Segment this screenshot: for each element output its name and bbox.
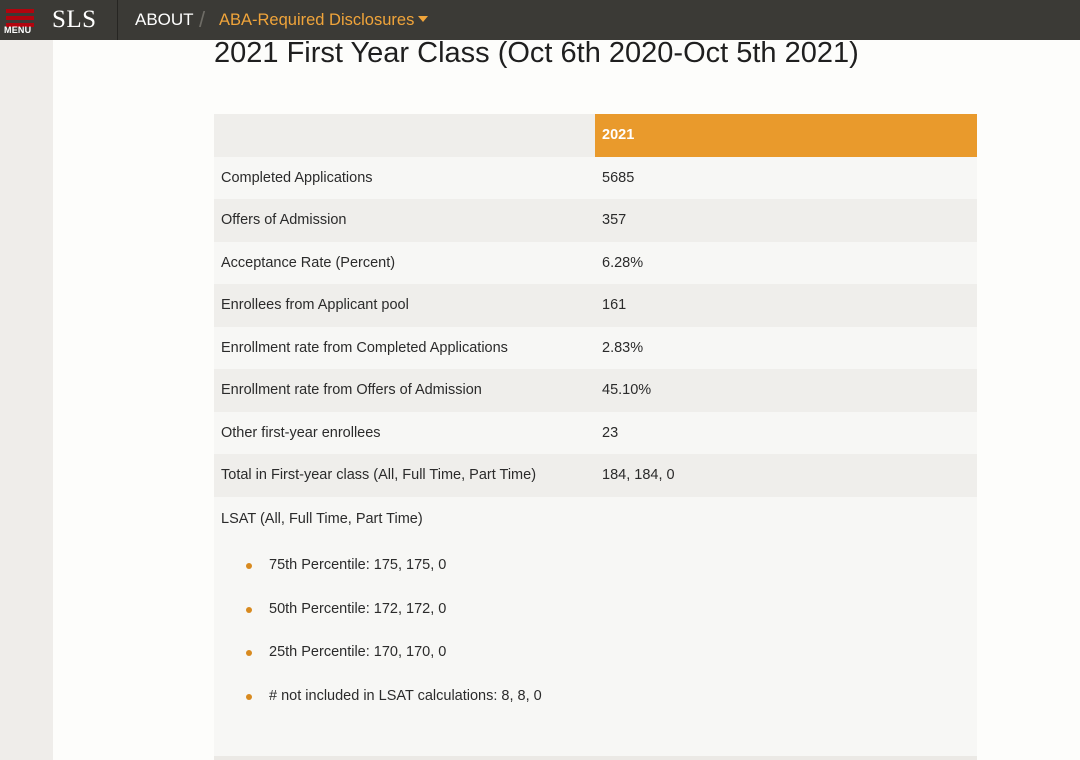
- lsat-item-text: 50th Percentile: 172, 172, 0: [269, 600, 447, 617]
- hamburger-icon: [6, 9, 34, 30]
- lsat-list: 75th Percentile: 175, 175, 0 50th Percen…: [244, 557, 542, 731]
- row-value: 45.10%: [602, 382, 652, 399]
- table-row: Offers of Admission 357: [214, 199, 977, 242]
- row-label: Other first-year enrollees: [221, 424, 381, 441]
- list-item: # not included in LSAT calculations: 8, …: [244, 688, 542, 732]
- list-item: 25th Percentile: 170, 170, 0: [244, 644, 542, 688]
- bullet-dot-icon: [246, 563, 252, 569]
- lsat-section: LSAT (All, Full Time, Part Time) 75th Pe…: [214, 497, 977, 760]
- table-header-cell: [214, 114, 595, 157]
- row-value: 2.83%: [602, 339, 644, 356]
- list-item: 50th Percentile: 172, 172, 0: [244, 601, 542, 645]
- lsat-label: LSAT (All, Full Time, Part Time): [221, 511, 423, 527]
- row-value: 23: [602, 424, 619, 441]
- row-value: 184, 184, 0: [602, 467, 675, 484]
- breadcrumb-separator: /: [199, 7, 206, 32]
- row-label: Enrollment rate from Completed Applicati…: [221, 339, 508, 356]
- menu-button[interactable]: MENU: [0, 0, 42, 40]
- table-bottom-divider: [214, 756, 977, 760]
- row-label: Completed Applications: [221, 169, 373, 186]
- table-row: Total in First-year class (All, Full Tim…: [214, 454, 977, 497]
- breadcrumb-current-dropdown[interactable]: ABA-Required Disclosures: [219, 11, 429, 30]
- table-row: Completed Applications 5685: [214, 156, 977, 199]
- row-label: Offers of Admission: [221, 212, 347, 229]
- row-label: Enrollees from Applicant pool: [221, 297, 409, 314]
- table-header-row: 2021: [214, 114, 977, 157]
- page-title: 2021 First Year Class (Oct 6th 2020-Oct …: [214, 37, 859, 69]
- bullet-dot-icon: [246, 606, 252, 613]
- lsat-item-text: 75th Percentile: 175, 175, 0: [269, 557, 447, 573]
- lsat-item-text: 25th Percentile: 170, 170, 0: [269, 644, 447, 660]
- row-value: 5685: [602, 169, 635, 186]
- caret-down-icon: [418, 16, 429, 22]
- row-label: Enrollment rate from Offers of Admission: [221, 382, 482, 399]
- row-label: Acceptance Rate (Percent): [221, 254, 396, 271]
- lsat-item-text: # not included in LSAT calculations: 8, …: [269, 687, 542, 704]
- table-row: Enrollees from Applicant pool 161: [214, 284, 977, 327]
- breadcrumb-about-link[interactable]: ABOUT: [135, 10, 194, 29]
- logo-divider: [117, 0, 118, 40]
- top-navigation-bar: MENU SLS ABOUT / ABA-Required Disclosure…: [0, 0, 1080, 40]
- table-row: Other first-year enrollees 23: [214, 411, 977, 454]
- admissions-table: 2021 Completed Applications 5685 Offers …: [214, 114, 977, 497]
- row-value: 161: [602, 297, 627, 314]
- row-value: 357: [602, 212, 627, 229]
- row-value: 6.28%: [602, 254, 644, 271]
- table-row: Enrollment rate from Offers of Admission…: [214, 369, 977, 412]
- bullet-dot-icon: [246, 693, 252, 700]
- left-gutter: [0, 40, 53, 760]
- list-item: 75th Percentile: 175, 175, 0: [244, 557, 542, 601]
- row-label: Total in First-year class (All, Full Tim…: [221, 467, 537, 484]
- bullet-dot-icon: [246, 650, 252, 656]
- table-header-year: 2021: [595, 114, 977, 157]
- sls-logo[interactable]: SLS: [52, 6, 97, 33]
- table-row: Acceptance Rate (Percent) 6.28%: [214, 241, 977, 284]
- breadcrumb-current-label: ABA-Required Disclosures: [219, 11, 415, 29]
- menu-label: MENU: [4, 25, 32, 35]
- table-row: Enrollment rate from Completed Applicati…: [214, 326, 977, 369]
